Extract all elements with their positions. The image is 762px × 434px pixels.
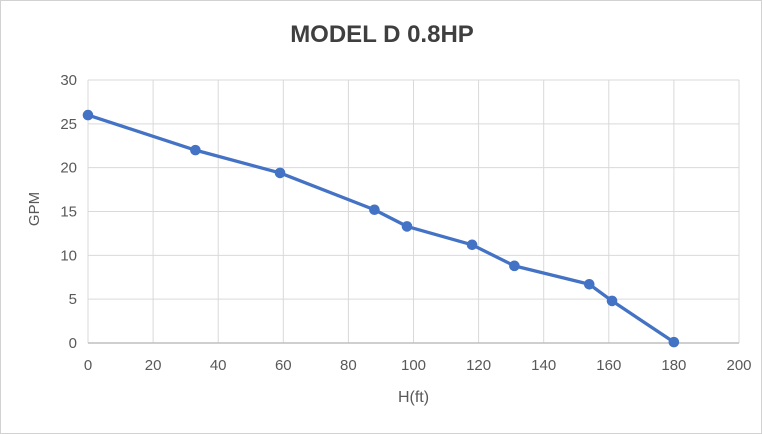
y-tick-label: 30 <box>60 72 77 89</box>
data-point-marker <box>274 167 286 179</box>
series-line <box>86 113 676 344</box>
y-tick-label: 15 <box>60 204 77 221</box>
chart-title: MODEL D 0.8HP <box>290 21 474 48</box>
y-tick-label: 0 <box>69 335 77 352</box>
x-tick-label: 80 <box>340 357 357 374</box>
data-point-marker <box>606 295 618 307</box>
x-tick-label: 100 <box>401 357 426 374</box>
x-tick-label: 40 <box>210 357 227 374</box>
y-tick-label: 5 <box>69 291 77 308</box>
x-axis-title: H(ft) <box>397 389 430 406</box>
data-point-marker <box>668 336 680 348</box>
data-point-marker <box>466 239 478 251</box>
x-tick-label: 20 <box>145 357 162 374</box>
data-point-marker <box>369 204 380 216</box>
x-tick-label: 120 <box>466 357 491 374</box>
x-tick-label: 160 <box>596 357 621 374</box>
data-point-marker <box>82 109 94 121</box>
x-tick-label: 200 <box>726 357 751 374</box>
x-tick-label: 180 <box>661 357 686 374</box>
data-point-marker <box>190 144 201 156</box>
y-tick-label: 20 <box>60 160 77 177</box>
data-point-marker <box>401 221 413 232</box>
x-tick-label: 140 <box>531 357 556 374</box>
y-tick-label: 10 <box>60 247 77 264</box>
y-tick-label: 25 <box>60 116 77 133</box>
x-tick-label: 0 <box>84 357 92 374</box>
x-tick-label: 60 <box>275 357 292 374</box>
data-point-marker <box>583 278 595 290</box>
data-point-marker <box>509 260 520 272</box>
